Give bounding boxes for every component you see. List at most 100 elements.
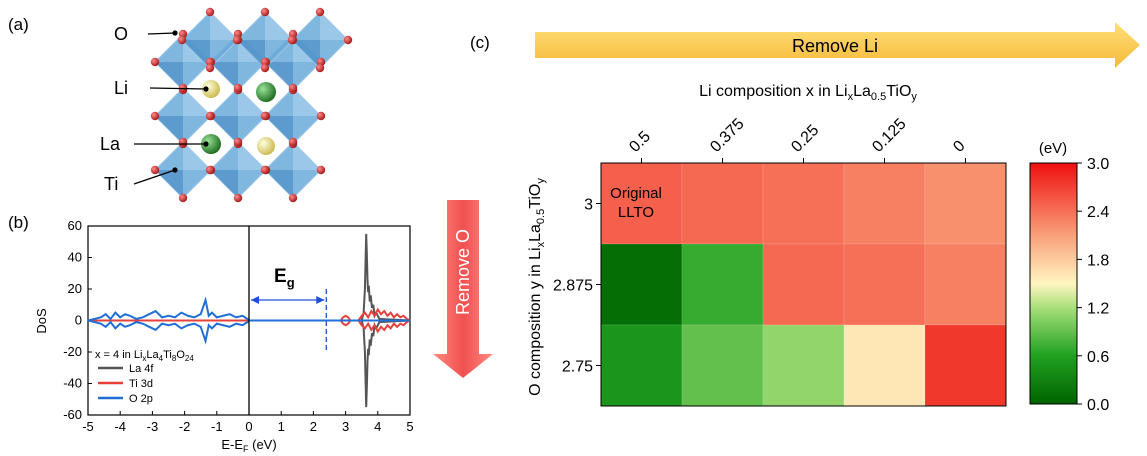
heatmap-cell — [681, 162, 764, 245]
series-o-2p-spin-up — [87, 296, 410, 322]
o-atom — [232, 35, 242, 45]
li-atom — [202, 80, 220, 98]
octahedron-face — [210, 116, 238, 144]
octahedron-face — [265, 12, 293, 40]
leader-dot — [172, 167, 178, 173]
x-tick-label: 4 — [374, 419, 381, 434]
octahedron-face — [210, 170, 238, 198]
heatmap-cell — [762, 243, 845, 326]
o-atom — [150, 111, 160, 121]
octahedron-face — [238, 142, 266, 170]
colorbar-tick-label: 0.0 — [1087, 397, 1109, 414]
x-tick-label: -5 — [82, 419, 94, 434]
y-axis-label: DoS — [34, 308, 49, 334]
o-atom — [287, 35, 297, 45]
legend-entry: Ti 3d — [129, 378, 153, 390]
o-atom — [150, 57, 160, 67]
x-axis-label: E-EF (eV) — [221, 437, 276, 454]
y-tick-label: 0 — [75, 313, 82, 328]
band-gap-arrowhead-left — [251, 296, 259, 304]
o-atom — [178, 193, 188, 203]
o-atom — [260, 57, 270, 67]
x-category-label: 0.5 — [626, 128, 654, 156]
y-tick-label: 60 — [68, 218, 82, 233]
octahedron-face — [265, 170, 293, 198]
o-atom — [288, 137, 298, 147]
crystal-structure — [150, 7, 353, 203]
y-tick-label: -60 — [63, 407, 82, 422]
o-atom — [205, 165, 215, 175]
o-atom — [288, 83, 298, 93]
y-category-label: 3 — [584, 197, 593, 214]
octahedron-face — [237, 40, 265, 68]
octahedron-face — [238, 88, 266, 116]
legend-entry: La 4f — [129, 363, 154, 375]
la-atom — [256, 82, 276, 102]
y-category-label: 2.75 — [562, 359, 593, 376]
x-tick-label: -3 — [147, 419, 159, 434]
o-atom — [288, 193, 298, 203]
band-gap-label: Eg — [274, 266, 295, 290]
dos-plot: -5 -4 -3 -2 -1 0 1 2 3 4 5 60 40 20 0 -20 -40 -60 Eg x = … — [63, 218, 413, 434]
x-category-label: 0.375 — [707, 115, 747, 155]
octahedron-face — [293, 142, 321, 170]
la-atom — [201, 134, 221, 154]
colorbar-unit: (eV) — [1039, 140, 1067, 157]
colorbar-tick-label: 0.6 — [1087, 349, 1109, 366]
legend-entry: O 2p — [129, 393, 153, 405]
octahedron-face — [155, 116, 183, 144]
x-tick-label: 0 — [245, 419, 252, 434]
series-o-2p-spin-down — [87, 319, 410, 345]
octahedron-face — [293, 88, 321, 116]
octahedron-face — [210, 62, 238, 90]
octahedron-face — [320, 12, 348, 40]
x-category-label: 0.25 — [788, 122, 822, 156]
cell-annotation-line-2: LLTO — [618, 204, 654, 221]
o-atom — [177, 35, 187, 45]
colorbar-tick-label: 2.4 — [1087, 204, 1109, 221]
octahedron-face — [265, 62, 293, 90]
colorbar-tick-label: 1.2 — [1087, 301, 1109, 318]
panel-c-label: (c) — [470, 33, 490, 52]
o-atom — [233, 137, 243, 147]
o-atom — [205, 111, 215, 121]
heatmap-cell — [681, 243, 764, 326]
o-atom — [178, 137, 188, 147]
x-tick-label: 1 — [278, 419, 285, 434]
o-atom — [205, 57, 215, 67]
heatmap-cell — [924, 162, 1007, 245]
heatmap-cell — [681, 324, 764, 407]
leader-line — [147, 32, 176, 35]
colorbar-tick-label: 3.0 — [1087, 156, 1109, 173]
remove-o-label: Remove O — [453, 229, 473, 315]
o-atom — [315, 63, 325, 73]
li-atom — [257, 137, 275, 155]
atom-label-ti: Ti — [104, 174, 118, 194]
series-ti-3d-spin-down — [88, 319, 411, 334]
x-tick-label: 2 — [310, 419, 317, 434]
heatmap-cell — [600, 243, 683, 326]
octahedron-face — [155, 62, 183, 90]
x-category-label: 0.125 — [869, 115, 909, 155]
y-tick-label: -40 — [63, 376, 82, 391]
o-atom — [316, 165, 326, 175]
octahedron-face — [182, 40, 210, 68]
o-atom — [205, 7, 215, 17]
colorbar-tick-label: 1.8 — [1087, 252, 1109, 269]
heatmap-cell — [600, 162, 683, 245]
leader-dot — [172, 30, 178, 36]
y-tick-label: 20 — [68, 281, 82, 296]
atom-label-la: La — [100, 134, 121, 154]
octahedron-face — [155, 170, 183, 198]
octahedron-face — [183, 88, 211, 116]
series-ti-3d-spin-up — [88, 307, 411, 322]
panel-b-label: (b) — [8, 213, 29, 232]
y-category-label: 2.875 — [553, 278, 593, 295]
heatmap-cell — [843, 162, 926, 245]
octahedron-face — [183, 142, 211, 170]
remove-li-label: Remove Li — [792, 36, 878, 56]
o-atom — [316, 111, 326, 121]
octahedron-face — [292, 40, 320, 68]
leader-dot — [203, 86, 209, 92]
remove-o-arrow: Remove O — [433, 200, 493, 378]
